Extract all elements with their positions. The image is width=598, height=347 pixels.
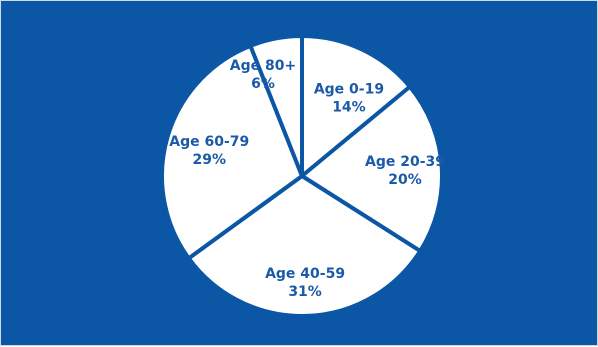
slice-category-label: Age 80+ — [230, 58, 296, 74]
slice-value-label: 14% — [332, 99, 366, 115]
pie-slice-age-60-79 — [160, 43, 304, 261]
slice-category-label: Age 0-19 — [314, 81, 384, 97]
pie-slice-age-80 — [248, 34, 304, 178]
pie-slice-age-0-19 — [300, 34, 412, 178]
slice-value-label: 20% — [388, 172, 422, 188]
slice-value-label: 6% — [251, 76, 275, 92]
pie-slices — [160, 34, 444, 318]
slice-category-label: Age 20-39 — [365, 154, 445, 170]
pie-slice-age-40-59 — [186, 174, 423, 318]
pie-labels: Age 0-19 14% Age 20-39 20% Age 40-59 31% Age 6… — [169, 58, 445, 300]
pie-slice-age-20-39 — [300, 84, 444, 254]
slice-category-label: Age 40-59 — [265, 266, 345, 282]
slice-value-label: 31% — [288, 284, 322, 300]
slice-category-label: Age 60-79 — [169, 134, 249, 150]
slice-value-label: 29% — [193, 152, 227, 168]
